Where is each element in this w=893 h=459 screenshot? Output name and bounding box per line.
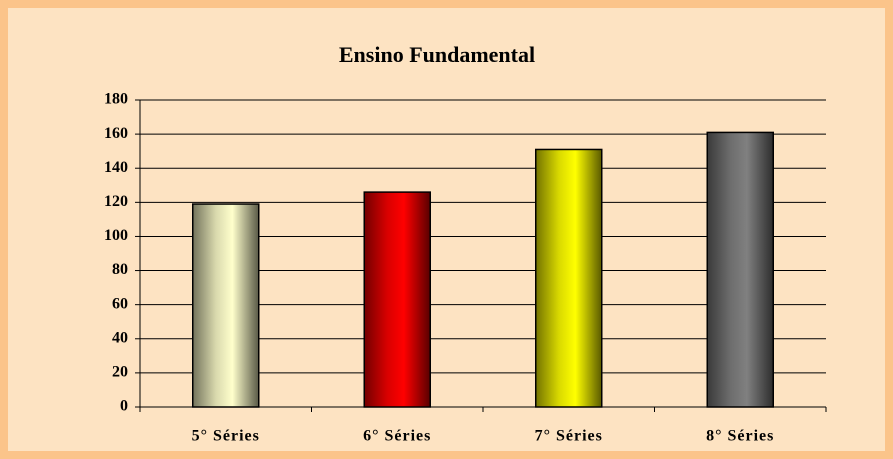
- y-tick-label: 80: [112, 261, 128, 278]
- x-tick-label: 7° Séries: [535, 428, 603, 445]
- bar: [192, 203, 260, 408]
- y-tick-label: 120: [104, 193, 128, 210]
- y-tick-label: 60: [112, 295, 128, 312]
- x-tick-label: 8° Séries: [706, 428, 774, 445]
- y-tick-label: 0: [120, 398, 128, 415]
- y-tick-label: 40: [112, 329, 128, 346]
- y-tick-label: 100: [104, 227, 128, 244]
- x-tick-label: 5° Séries: [192, 428, 260, 445]
- bar: [706, 131, 774, 408]
- y-tick-label: 140: [104, 159, 128, 176]
- y-tick-label: 180: [104, 91, 128, 108]
- chart-title: Ensino Fundamental: [339, 42, 535, 67]
- y-tick-label: 160: [104, 125, 128, 142]
- x-tick-label: 6° Séries: [363, 428, 431, 445]
- bar: [363, 191, 431, 408]
- bar: [535, 148, 603, 408]
- y-tick-label: 20: [112, 364, 128, 381]
